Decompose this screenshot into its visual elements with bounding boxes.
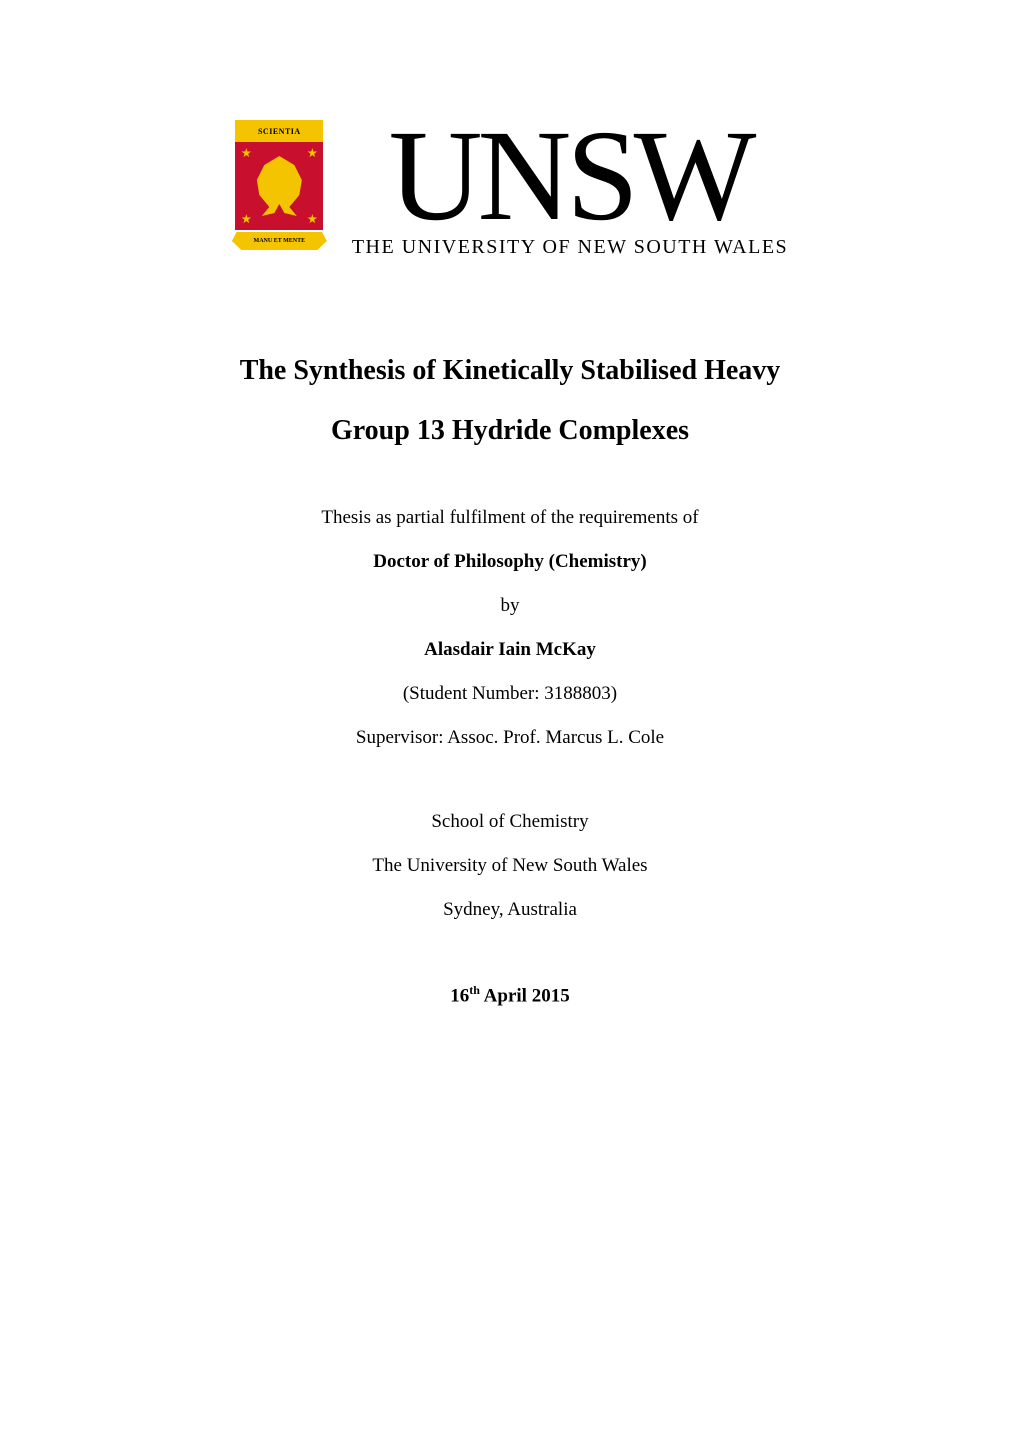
date-suffix: th: [469, 983, 480, 997]
date-day: 16: [450, 985, 469, 1006]
unsw-wordmark-main: UNSW: [389, 121, 752, 232]
crest-star-icon: [241, 214, 251, 224]
crest-motto-top: SCIENTIA: [235, 120, 323, 142]
supervisor: Supervisor: Assoc. Prof. Marcus L. Cole: [356, 727, 664, 749]
crest-star-icon: [307, 148, 317, 158]
student-number: (Student Number: 3188803): [403, 683, 617, 705]
crest-motto-bottom: MANU ET MENTE: [232, 232, 327, 250]
location: Sydney, Australia: [443, 899, 577, 921]
degree-name: Doctor of Philosophy (Chemistry): [373, 551, 647, 573]
crest-lion-icon: [254, 156, 304, 216]
university-name: The University of New South Wales: [372, 855, 647, 877]
thesis-title-line1: The Synthesis of Kinetically Stabilised …: [240, 350, 781, 392]
unsw-wordmark-subtitle: THE UNIVERSITY OF NEW SOUTH WALES: [352, 236, 788, 259]
crest-shield: [235, 142, 323, 230]
thesis-title-page: SCIENTIA MANU ET MENTE UNSW THE UNIVERSI…: [0, 0, 1020, 1442]
author-name: Alasdair Iain McKay: [424, 639, 596, 661]
by-label: by: [501, 595, 520, 617]
date-rest: April 2015: [480, 985, 570, 1006]
crest-star-icon: [241, 148, 251, 158]
unsw-wordmark: UNSW THE UNIVERSITY OF NEW SOUTH WALES: [352, 121, 788, 260]
unsw-crest-icon: SCIENTIA MANU ET MENTE: [232, 120, 327, 260]
submission-date: 16th April 2015: [450, 983, 569, 1007]
crest-star-icon: [307, 214, 317, 224]
school-name: School of Chemistry: [431, 811, 588, 833]
thesis-fulfilment-line: Thesis as partial fulfilment of the requ…: [321, 507, 698, 529]
unsw-logo: SCIENTIA MANU ET MENTE UNSW THE UNIVERSI…: [232, 120, 788, 260]
thesis-title-line2: Group 13 Hydride Complexes: [331, 410, 689, 452]
